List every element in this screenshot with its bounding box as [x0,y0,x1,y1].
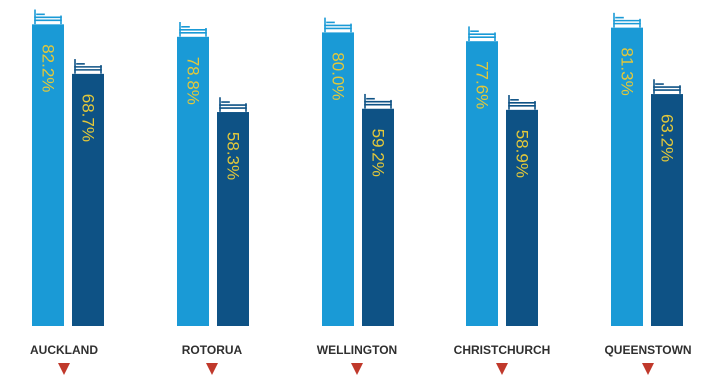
value-label: 81.3% [618,48,637,96]
category-label: CHRISTCHURCH [454,343,551,357]
bar-wellington-2 [362,108,394,327]
bed-icon [179,22,207,37]
value-label: 58.3% [224,132,243,180]
bed-icon [34,9,62,25]
bar-queenstown-2 [651,94,683,326]
bed-icon [613,12,641,28]
bed-icon [508,95,536,110]
bed-icon [219,97,247,112]
down-triangle-icon [351,363,363,375]
category-label: AUCKLAND [30,343,98,357]
bar-rotorua-1 [177,36,209,326]
bar-queenstown-1 [611,27,643,327]
category-markers-layer [58,363,654,375]
value-label: 59.2% [369,129,388,177]
down-triangle-icon [58,363,70,375]
bed-icon [324,17,352,33]
bar-auckland-1 [32,24,64,327]
bar-auckland-2 [72,73,104,326]
bed-icon [468,26,496,42]
bed-icon [364,93,392,109]
bar-christchurch-2 [506,109,538,326]
bar-wellington-1 [322,32,354,327]
category-label: ROTORUA [182,343,243,357]
down-triangle-icon [642,363,654,375]
bed-icons-layer [34,9,681,112]
bed-icon [74,59,102,74]
value-label: 82.2% [39,44,58,92]
bar-christchurch-1 [466,41,498,326]
category-label: WELLINGTON [317,343,397,357]
value-label: 77.6% [473,61,492,109]
bars-layer [32,24,683,327]
value-label: 63.2% [658,114,677,162]
value-label: 78.8% [184,57,203,105]
bed-icon [653,79,681,94]
down-triangle-icon [496,363,508,375]
value-label: 80.0% [329,52,348,100]
bar-rotorua-2 [217,112,249,326]
category-labels-layer: AUCKLAND ROTORUA WELLINGTON CHRISTCHURCH QUE… [30,343,692,357]
value-label: 68.7% [79,94,98,142]
down-triangle-icon [206,363,218,375]
category-label: QUEENSTOWN [604,343,691,357]
value-labels-layer: 82.2% 68.7% 78.8% 58.3% 80.0% 59.2% 77.6% 58.9%… [39,44,677,180]
value-label: 58.9% [513,130,532,178]
